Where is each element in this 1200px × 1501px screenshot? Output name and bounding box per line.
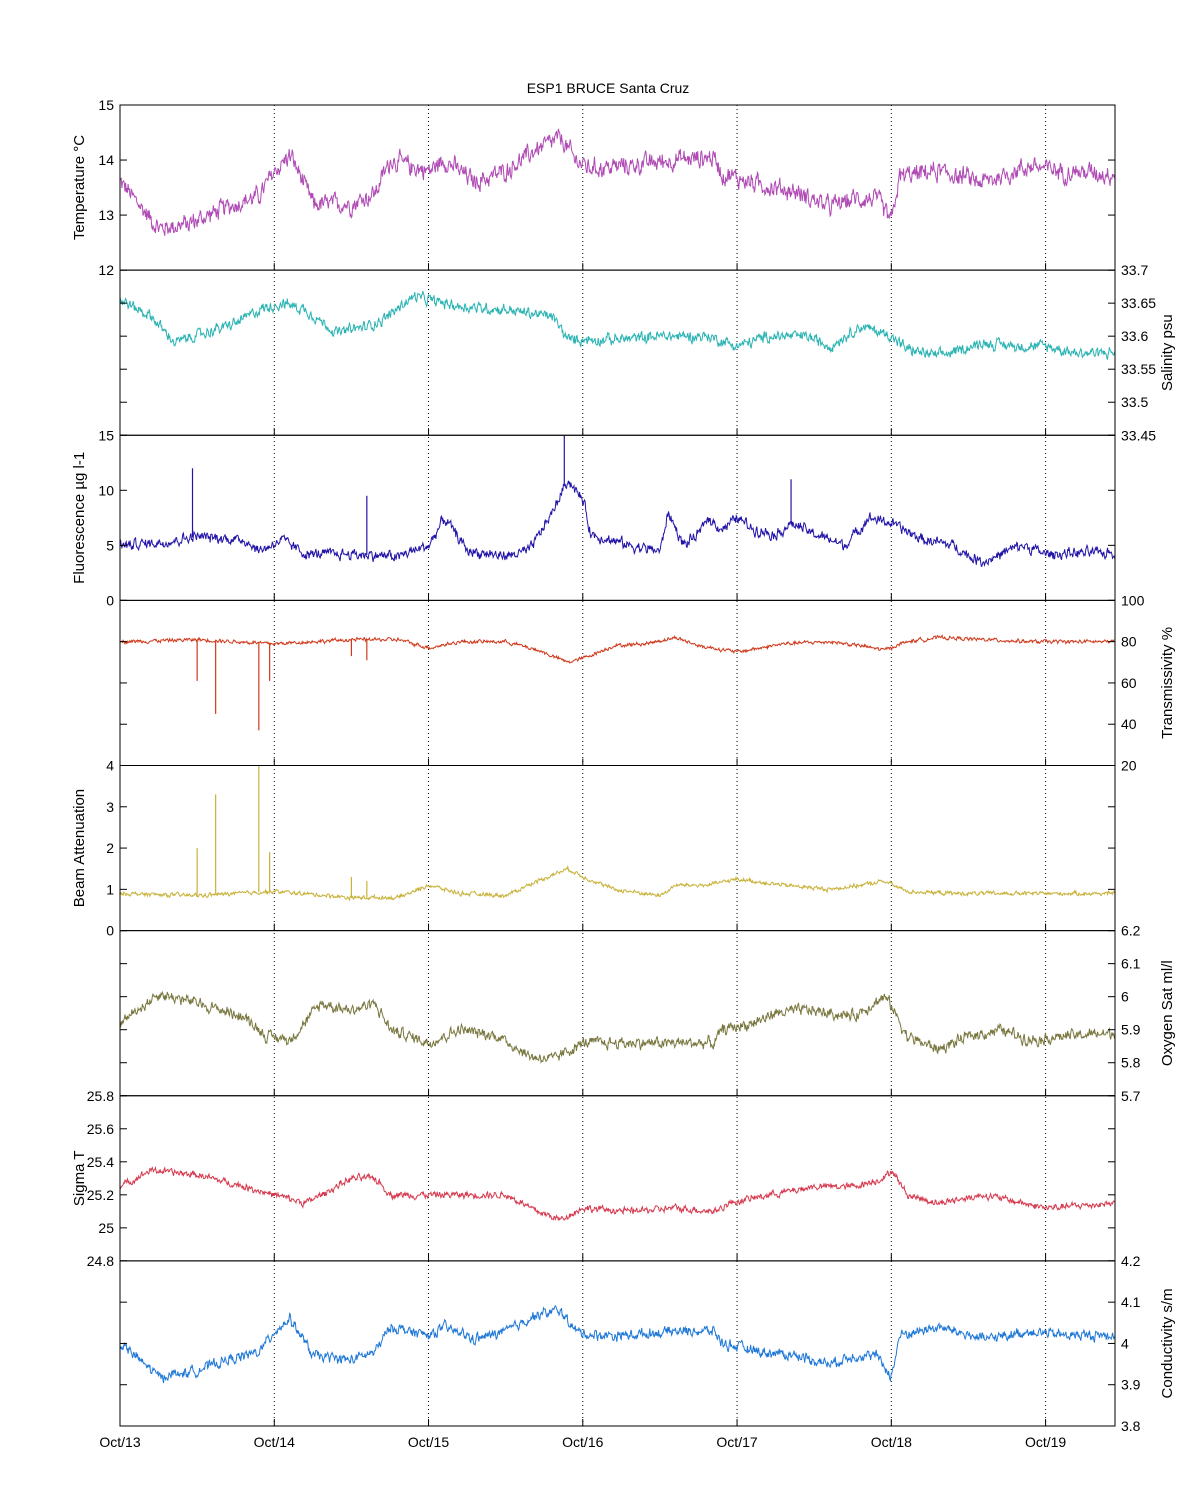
ytick-label-beam-attenuation-4: 4 <box>106 758 114 774</box>
ylabel-salinity: Salinity psu <box>1159 314 1176 391</box>
series-line-oxygen-sat <box>119 990 1116 1065</box>
xtick-label-Oct-14: Oct/14 <box>254 1434 295 1450</box>
ylabel-sigma-t: Sigma T <box>71 1151 88 1207</box>
xtick-label-Oct-15: Oct/15 <box>408 1434 449 1450</box>
series-line-conductivity <box>119 1304 1116 1384</box>
xtick-label-Oct-16: Oct/16 <box>562 1434 603 1450</box>
xtick-label-Oct-19: Oct/19 <box>1025 1434 1066 1450</box>
panel-frame-temperature <box>119 104 1116 271</box>
ytick-label-salinity-5: 33.7 <box>1121 262 1148 278</box>
ytick-label-beam-attenuation-2: 2 <box>106 840 114 856</box>
ytick-label-conductivity-4: 4.2 <box>1121 1253 1141 1269</box>
series-line-salinity <box>119 290 1116 360</box>
ytick-label-oxygen-sat-1: 5.8 <box>1121 1055 1141 1071</box>
ytick-label-oxygen-sat-3: 6 <box>1121 989 1129 1005</box>
panel-oxygen-sat: 5.7 5.8 5.9 6 6.1 6.2 Oxygen Sat ml/l <box>119 923 1176 1104</box>
ytick-label-temperature-1: 13 <box>98 207 114 223</box>
ytick-label-fluorescence-1: 5 <box>106 537 114 553</box>
ylabel-conductivity: Conductivity s/m <box>1159 1288 1176 1398</box>
panel-frame-oxygen-sat <box>119 930 1116 1097</box>
ytick-label-sigma-t-3: 25.4 <box>87 1154 114 1170</box>
ytick-label-fluorescence-3: 15 <box>98 427 114 443</box>
ytick-label-transmissivity-0: 20 <box>1121 758 1137 774</box>
panel-salinity: 33.45 33.5 33.55 33.6 33.65 33.7 Salinity psu <box>119 262 1176 443</box>
ytick-label-temperature-0: 12 <box>98 262 114 278</box>
ytick-label-oxygen-sat-2: 5.9 <box>1121 1022 1141 1038</box>
ytick-label-beam-attenuation-3: 3 <box>106 799 114 815</box>
panel-beam-attenuation: 0 1 2 3 4 Beam Attenuation <box>71 758 1116 939</box>
panel-fluorescence: 0 5 10 15 Fluorescence µg l-1 <box>71 427 1116 608</box>
ytick-label-beam-attenuation-0: 0 <box>106 923 114 939</box>
ytick-label-conductivity-2: 4 <box>1121 1335 1129 1351</box>
panel-frame-transmissivity <box>119 599 1116 766</box>
xtick-label-Oct-17: Oct/17 <box>716 1434 757 1450</box>
ylabel-beam-attenuation: Beam Attenuation <box>71 789 88 907</box>
series-line-fluorescence <box>119 480 1116 568</box>
ytick-label-salinity-0: 33.45 <box>1121 427 1156 443</box>
ytick-label-transmissivity-4: 100 <box>1121 592 1145 608</box>
ytick-label-beam-attenuation-1: 1 <box>106 881 114 897</box>
ytick-label-temperature-3: 15 <box>98 97 114 113</box>
panel-frame-beam-attenuation <box>119 765 1116 932</box>
ytick-label-transmissivity-3: 80 <box>1121 634 1137 650</box>
ytick-label-transmissivity-1: 40 <box>1121 716 1137 732</box>
ylabel-temperature: Temperature °C <box>71 135 88 240</box>
ytick-label-sigma-t-0: 24.8 <box>87 1253 114 1269</box>
series-line-sigma-t <box>119 1165 1116 1221</box>
ytick-label-temperature-2: 14 <box>98 152 114 168</box>
ytick-label-sigma-t-2: 25.2 <box>87 1187 114 1203</box>
ytick-label-sigma-t-1: 25 <box>98 1220 114 1236</box>
panel-transmissivity: 20 40 60 80 100 Transmissivity % <box>119 592 1176 774</box>
series-line-beam-attenuation <box>119 864 1116 902</box>
series-line-temperature <box>119 128 1116 236</box>
panel-temperature: 12 13 14 15 Temperature °C <box>71 97 1116 278</box>
series-line-transmissivity <box>119 633 1116 664</box>
ytick-label-oxygen-sat-4: 6.1 <box>1121 956 1141 972</box>
ytick-label-sigma-t-5: 25.8 <box>87 1088 114 1104</box>
ytick-label-fluorescence-0: 0 <box>106 592 114 608</box>
xtick-label-Oct-18: Oct/18 <box>871 1434 912 1450</box>
x-axis-labels: Oct/13 Oct/14 Oct/15 Oct/16 Oct/17 Oct/18 Oct/… <box>99 1434 1066 1450</box>
ytick-label-conductivity-3: 4.1 <box>1121 1294 1141 1310</box>
ytick-label-conductivity-0: 3.8 <box>1121 1418 1141 1434</box>
ytick-label-fluorescence-2: 10 <box>98 482 114 498</box>
panel-frame-conductivity <box>119 1260 1116 1427</box>
chart-title: ESP1 BRUCE Santa Cruz <box>527 80 690 96</box>
ytick-label-oxygen-sat-0: 5.7 <box>1121 1088 1141 1104</box>
ytick-label-salinity-2: 33.55 <box>1121 361 1156 377</box>
ytick-label-oxygen-sat-5: 6.2 <box>1121 923 1141 939</box>
panel-sigma-t: 24.8 25 25.2 25.4 25.6 25.8 Sigma T <box>71 1088 1116 1269</box>
xtick-label-Oct-13: Oct/13 <box>99 1434 140 1450</box>
ylabel-fluorescence: Fluorescence µg l-1 <box>71 452 88 584</box>
ylabel-oxygen-sat: Oxygen Sat ml/l <box>1159 960 1176 1066</box>
ytick-label-transmissivity-2: 60 <box>1121 675 1137 691</box>
ytick-label-sigma-t-4: 25.6 <box>87 1121 114 1137</box>
panel-frame-fluorescence <box>119 434 1116 601</box>
ytick-label-salinity-4: 33.65 <box>1121 295 1156 311</box>
panel-conductivity: 3.8 3.9 4 4.1 4.2 Conductivity s/m <box>119 1253 1176 1434</box>
ytick-label-salinity-3: 33.6 <box>1121 328 1148 344</box>
panel-frame-sigma-t <box>119 1095 1116 1262</box>
ytick-label-salinity-1: 33.5 <box>1121 394 1148 410</box>
ytick-label-conductivity-1: 3.9 <box>1121 1377 1141 1393</box>
ylabel-transmissivity: Transmissivity % <box>1159 627 1176 739</box>
